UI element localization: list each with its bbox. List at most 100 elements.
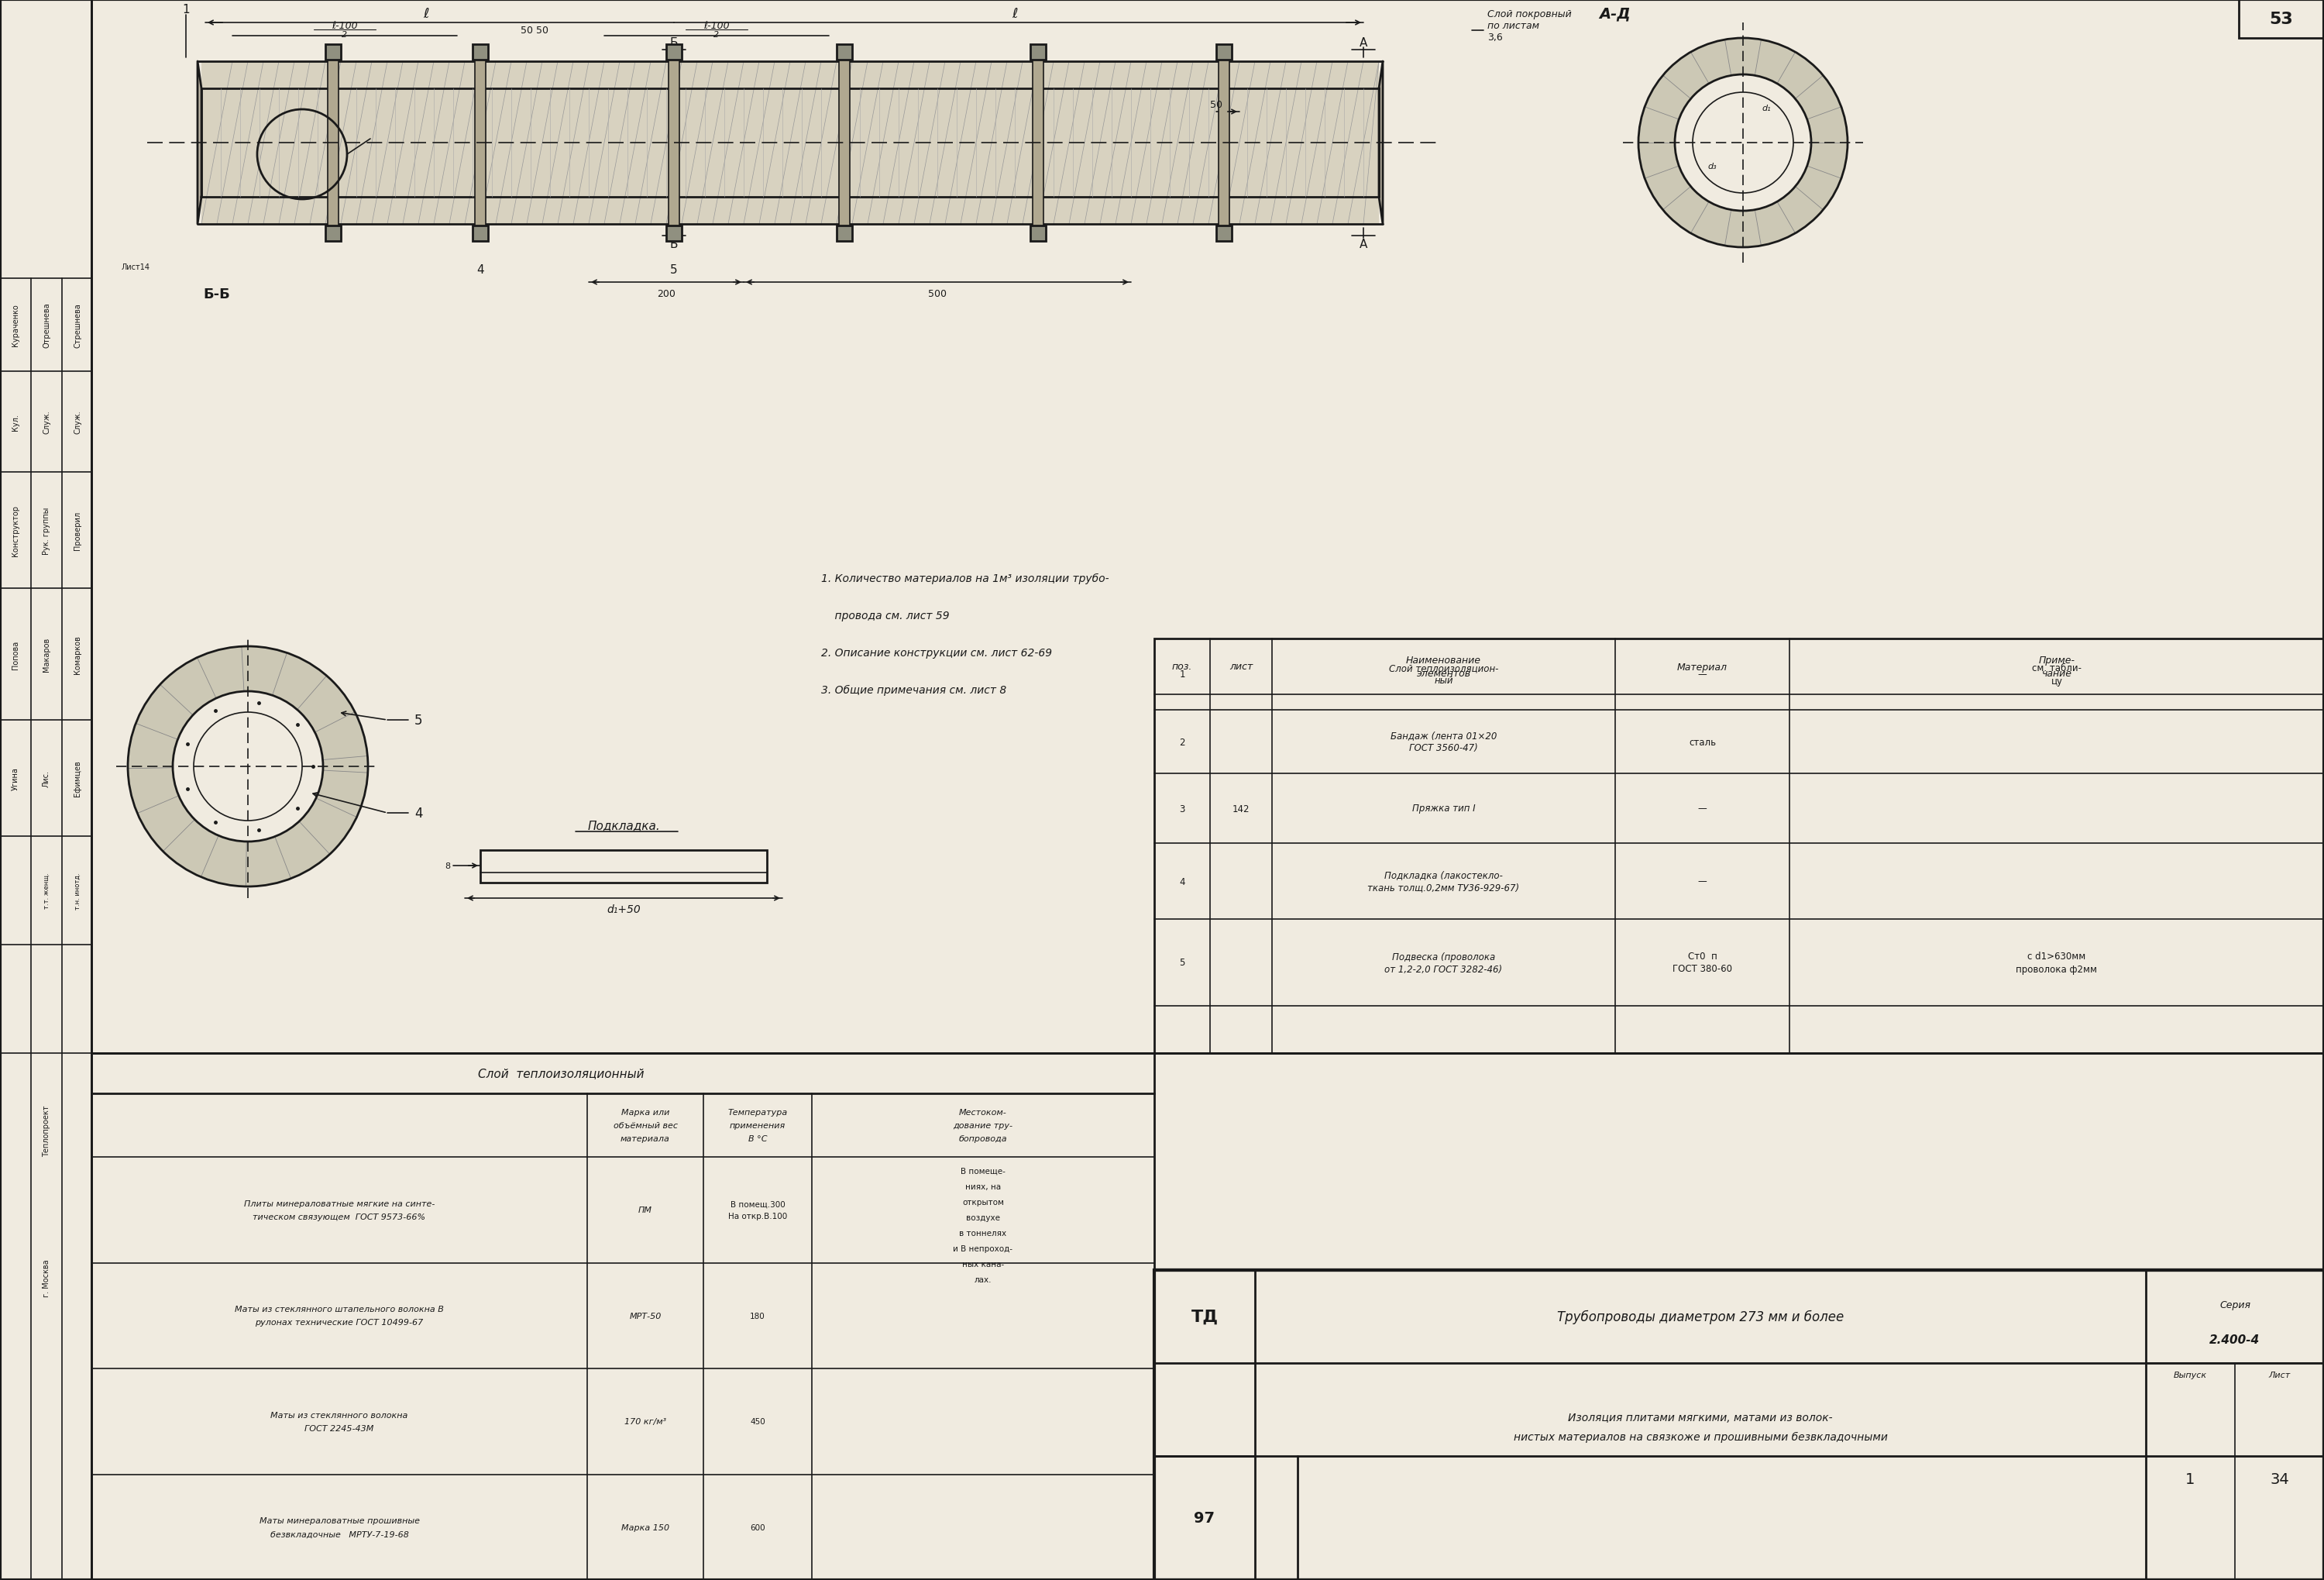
Text: 3. Общие примечания см. лист 8: 3. Общие примечания см. лист 8	[820, 684, 1006, 695]
Text: Кул.: Кул.	[12, 414, 19, 431]
Bar	[2238, 0, 2324, 40]
Text: от 1,2-2,0 ГОСТ 3282-46): от 1,2-2,0 ГОСТ 3282-46)	[1385, 964, 1504, 973]
Text: безвкладочные   МРТУ-7-19-68: безвкладочные МРТУ-7-19-68	[270, 1529, 409, 1537]
Bar	[839, 55, 851, 231]
Text: 2. Описание конструкции см. лист 62-69: 2. Описание конструкции см. лист 62-69	[820, 648, 1053, 659]
Text: лист: лист	[1229, 662, 1253, 672]
Text: нистых материалов на связкоже и прошивными безвкладочными: нистых материалов на связкоже и прошивны…	[1513, 1431, 1887, 1443]
Text: Стрешнева: Стрешнева	[74, 303, 81, 348]
Text: тическом связующем  ГОСТ 9573-66%: тическом связующем ГОСТ 9573-66%	[253, 1213, 425, 1220]
Bar	[1030, 44, 1046, 60]
Text: На откр.В.100: На откр.В.100	[727, 1212, 788, 1220]
Text: Выпуск: Выпуск	[2173, 1371, 2208, 1379]
Text: 5: 5	[1178, 957, 1185, 967]
Text: 5: 5	[669, 264, 679, 275]
Text: по листам: по листам	[1487, 21, 1538, 30]
Text: сталь: сталь	[1690, 736, 1715, 747]
Text: А: А	[1360, 239, 1367, 250]
Polygon shape	[1378, 62, 1383, 224]
Text: 1: 1	[181, 3, 191, 16]
Text: элементов: элементов	[1415, 668, 1471, 678]
Bar	[325, 226, 342, 242]
Text: 2: 2	[713, 32, 720, 40]
Text: 450: 450	[751, 1417, 765, 1425]
Text: 50 50: 50 50	[521, 25, 548, 35]
Text: Б: Б	[669, 239, 679, 250]
Text: бопровода: бопровода	[960, 1134, 1006, 1142]
Bar	[667, 44, 681, 60]
Text: Кураченко: Кураченко	[12, 303, 19, 346]
Text: 2: 2	[1178, 736, 1185, 747]
Polygon shape	[198, 62, 202, 224]
Bar	[1030, 226, 1046, 242]
Text: 1: 1	[1178, 670, 1185, 679]
Bar	[1218, 55, 1229, 231]
Text: —: —	[1699, 670, 1706, 679]
Text: Служ.: Служ.	[74, 411, 81, 434]
Text: d₃: d₃	[1708, 163, 1717, 171]
Text: Бандаж (лента 01×20: Бандаж (лента 01×20	[1390, 730, 1497, 741]
Text: материала: материала	[621, 1134, 669, 1142]
Text: т.т. женщ.: т.т. женщ.	[44, 872, 51, 908]
Text: ℓ: ℓ	[1011, 6, 1018, 21]
Text: 34: 34	[2271, 1473, 2289, 1487]
Text: ℓ-100: ℓ-100	[704, 21, 730, 30]
Text: 2.400-4: 2.400-4	[2210, 1334, 2261, 1346]
Bar	[1155, 1270, 2324, 1580]
Text: 1. Количество материалов на 1м³ изоляции трубо-: 1. Количество материалов на 1м³ изоляции…	[820, 574, 1109, 585]
Text: Подвеска (проволока: Подвеска (проволока	[1392, 951, 1494, 962]
Text: А-Д: А-Д	[1599, 6, 1631, 21]
Text: Теплопроект: Теплопроект	[42, 1104, 51, 1157]
Text: Б: Б	[669, 36, 679, 49]
Text: 2: 2	[342, 32, 349, 40]
Bar	[481, 850, 767, 883]
Wedge shape	[1638, 40, 1848, 248]
Bar	[325, 44, 342, 60]
Text: с d1>630мм: с d1>630мм	[2027, 951, 2087, 962]
Text: МРТ-50: МРТ-50	[630, 1311, 662, 1319]
Text: 3: 3	[1178, 804, 1185, 814]
Wedge shape	[128, 646, 367, 886]
Text: d₁+50: d₁+50	[607, 904, 641, 915]
Text: объёмный вес: объёмный вес	[614, 1122, 679, 1130]
Text: т.н. инотд.: т.н. инотд.	[74, 872, 81, 908]
Text: провода см. лист 59: провода см. лист 59	[820, 610, 951, 621]
Text: 8: 8	[444, 863, 451, 869]
Text: рулонах технические ГОСТ 10499-67: рулонах технические ГОСТ 10499-67	[256, 1318, 423, 1326]
Text: Наименование: Наименование	[1406, 656, 1480, 665]
Text: Температура: Температура	[727, 1108, 788, 1115]
Text: Ефимцев: Ефимцев	[74, 760, 81, 796]
Text: Служ.: Служ.	[42, 411, 51, 434]
Text: Материал: Материал	[1678, 662, 1727, 672]
Text: Серия: Серия	[2219, 1300, 2250, 1310]
Text: Макаров: Макаров	[42, 637, 51, 672]
Text: 4: 4	[1178, 877, 1185, 886]
Text: Комарков: Комарков	[74, 635, 81, 673]
Bar	[472, 44, 488, 60]
Bar	[474, 55, 486, 231]
Text: см. табли-: см. табли-	[2031, 664, 2082, 673]
Text: ниях, на: ниях, на	[964, 1183, 1002, 1190]
Text: дование тру-: дование тру-	[953, 1122, 1013, 1130]
Text: 4: 4	[476, 264, 483, 275]
Text: Лист14: Лист14	[121, 264, 151, 272]
Text: цу: цу	[2050, 676, 2061, 686]
Text: г. Москва: г. Москва	[42, 1259, 51, 1297]
Text: Ст0  п: Ст0 п	[1687, 951, 1717, 962]
Text: В помещ.300: В помещ.300	[730, 1201, 786, 1209]
Text: 170 кг/м³: 170 кг/м³	[625, 1417, 667, 1425]
Text: А: А	[1360, 36, 1367, 49]
Text: d₁: d₁	[1762, 104, 1771, 112]
Bar	[202, 62, 1378, 224]
Text: Б-Б: Б-Б	[205, 288, 230, 302]
Text: Приме-: Приме-	[2038, 656, 2075, 665]
Bar	[328, 55, 339, 231]
Text: Слой покровный: Слой покровный	[1487, 9, 1571, 19]
Text: и В непроход-: и В непроход-	[953, 1245, 1013, 1253]
Text: Рук. группы: Рук. группы	[42, 507, 51, 555]
Text: 600: 600	[751, 1523, 765, 1531]
Bar	[1155, 638, 2324, 1054]
Text: ПМ: ПМ	[639, 1206, 653, 1213]
Text: ГОСТ 2245-43М: ГОСТ 2245-43М	[304, 1424, 374, 1431]
Text: открытом: открытом	[962, 1198, 1004, 1206]
